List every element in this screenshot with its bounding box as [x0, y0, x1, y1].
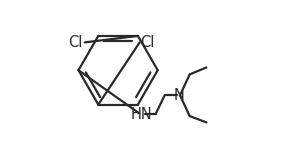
Text: Cl: Cl	[68, 35, 83, 50]
Text: N: N	[173, 88, 184, 103]
Text: HN: HN	[131, 107, 153, 121]
Text: Cl: Cl	[140, 35, 155, 50]
